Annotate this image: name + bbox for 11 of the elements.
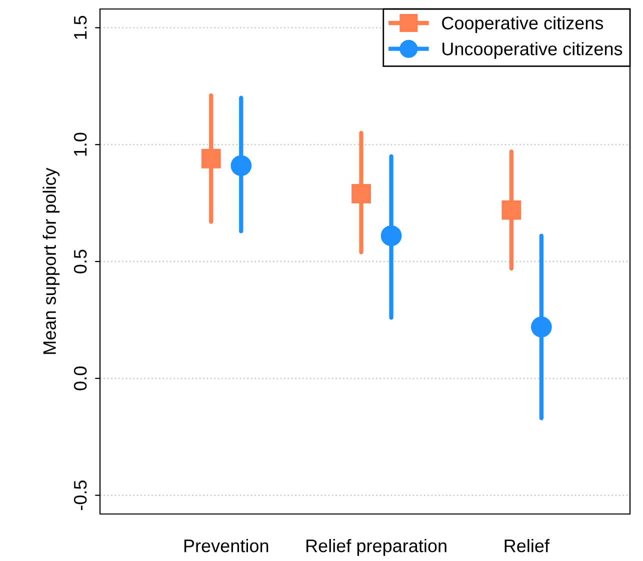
y-tick-label: 1.0 [74, 132, 87, 156]
y-tick-label: 0.0 [74, 366, 87, 390]
x-tick-label: Prevention [184, 539, 268, 552]
x-tick-label: Relief [504, 539, 550, 552]
y-tick-label: 1.5 [74, 16, 87, 39]
legend-label: Uncooperative citizens [442, 42, 622, 59]
x-tick-label: Relief preparation [306, 539, 446, 556]
y-axis-title: Mean support for policy [42, 168, 60, 354]
legend-label: Cooperative citizens [442, 16, 604, 34]
y-tick-label: -0.5 [74, 480, 87, 510]
y-tick-label: 0.5 [74, 250, 87, 274]
